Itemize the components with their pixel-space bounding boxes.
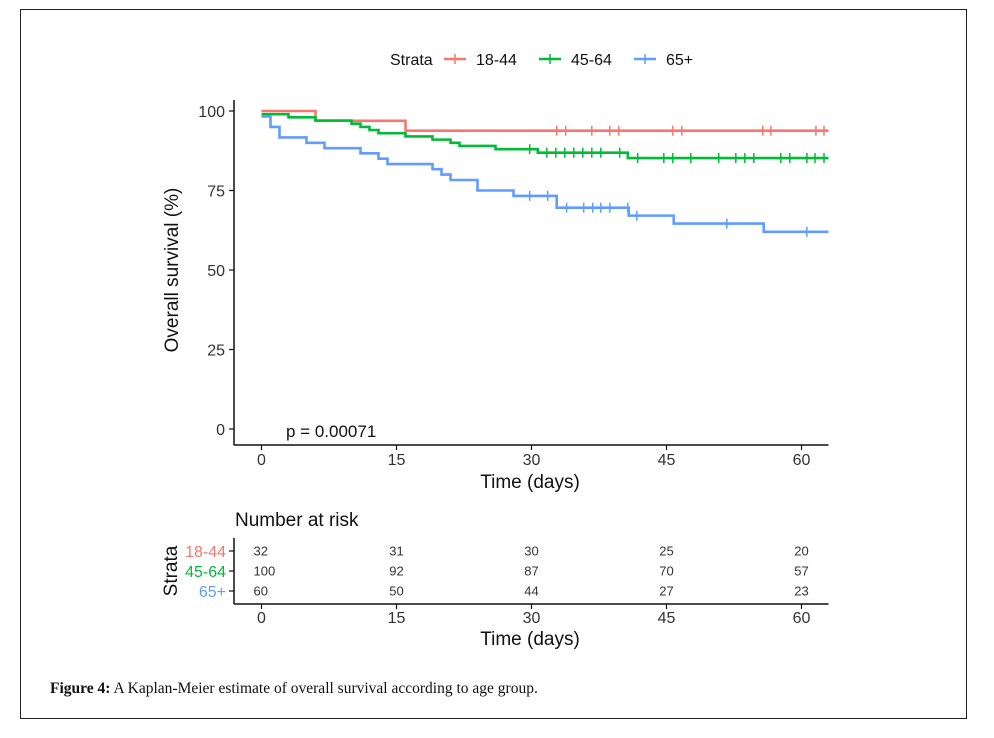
risk-cell: 31 [389,544,403,559]
x-axis-label: Time (days) [480,472,580,493]
risk-table-cells: 32 31 30 25 20 100 92 87 70 57 60 50 44 27 23 [254,544,809,599]
x-tick-label: 15 [388,452,406,469]
risk-row-label-45-64: 45-64 [185,564,226,581]
risk-cell: 70 [659,564,673,579]
risk-cell: 27 [659,584,673,599]
risk-cell: 25 [659,544,673,559]
x-tick-label: 45 [658,452,676,469]
risk-x-tick-label: 60 [793,610,811,627]
risk-cell: 92 [389,564,403,579]
risk-cell: 32 [254,544,268,559]
survival-curve-45-64 [261,112,829,160]
risk-row-label-18-44: 18-44 [185,544,226,561]
x-tick-label: 0 [257,452,266,469]
y-tick-label: 100 [198,104,225,121]
risk-table-y-label: Strata [161,545,182,596]
risk-table-x-label: Time (days) [480,629,580,650]
figure-caption: Figure 4: A Kaplan-Meier estimate of ove… [50,680,538,698]
x-tick-label: 30 [523,452,541,469]
y-tick-label: 50 [207,263,225,280]
risk-x-tick-label: 0 [257,610,266,627]
legend: Strata 18-44 45-64 65+ [390,52,693,69]
risk-table-title: Number at risk [235,510,359,531]
main-axes: 0 25 50 75 100 0 15 30 45 60 [198,100,829,469]
risk-x-tick-label: 30 [523,610,541,627]
risk-cell: 23 [794,584,808,599]
legend-title: Strata [390,52,433,69]
figure-frame [20,9,967,719]
y-axis-label: Overall survival (%) [162,188,183,353]
risk-cell: 60 [254,584,268,599]
legend-label-18-44: 18-44 [476,52,517,69]
risk-cell: 50 [389,584,403,599]
survival-curve-18-44 [261,109,829,133]
p-value-annotation: p = 0.00071 [286,422,376,441]
risk-cell: 20 [794,544,808,559]
y-tick-label: 75 [207,184,225,201]
survival-curves [261,109,829,237]
risk-cell: 30 [524,544,538,559]
caption-text: A Kaplan-Meier estimate of overall survi… [110,680,538,697]
risk-row-label-65+: 65+ [199,584,226,601]
risk-x-tick-label: 45 [658,610,676,627]
x-tick-label: 60 [793,452,811,469]
y-tick-label: 25 [207,343,225,360]
risk-cell: 87 [524,564,538,579]
legend-label-45-64: 45-64 [571,52,612,69]
survival-curve-65+ [261,115,829,234]
legend-label-65+: 65+ [666,52,693,69]
risk-x-tick-label: 15 [388,610,406,627]
risk-cell: 57 [794,564,808,579]
risk-cell: 100 [254,564,276,579]
risk-table-axes: 0 15 30 45 60 18-44 45-64 65+ [185,538,829,627]
caption-label: Figure 4: [50,680,111,697]
y-tick-label: 0 [216,422,225,439]
risk-cell: 44 [524,584,538,599]
